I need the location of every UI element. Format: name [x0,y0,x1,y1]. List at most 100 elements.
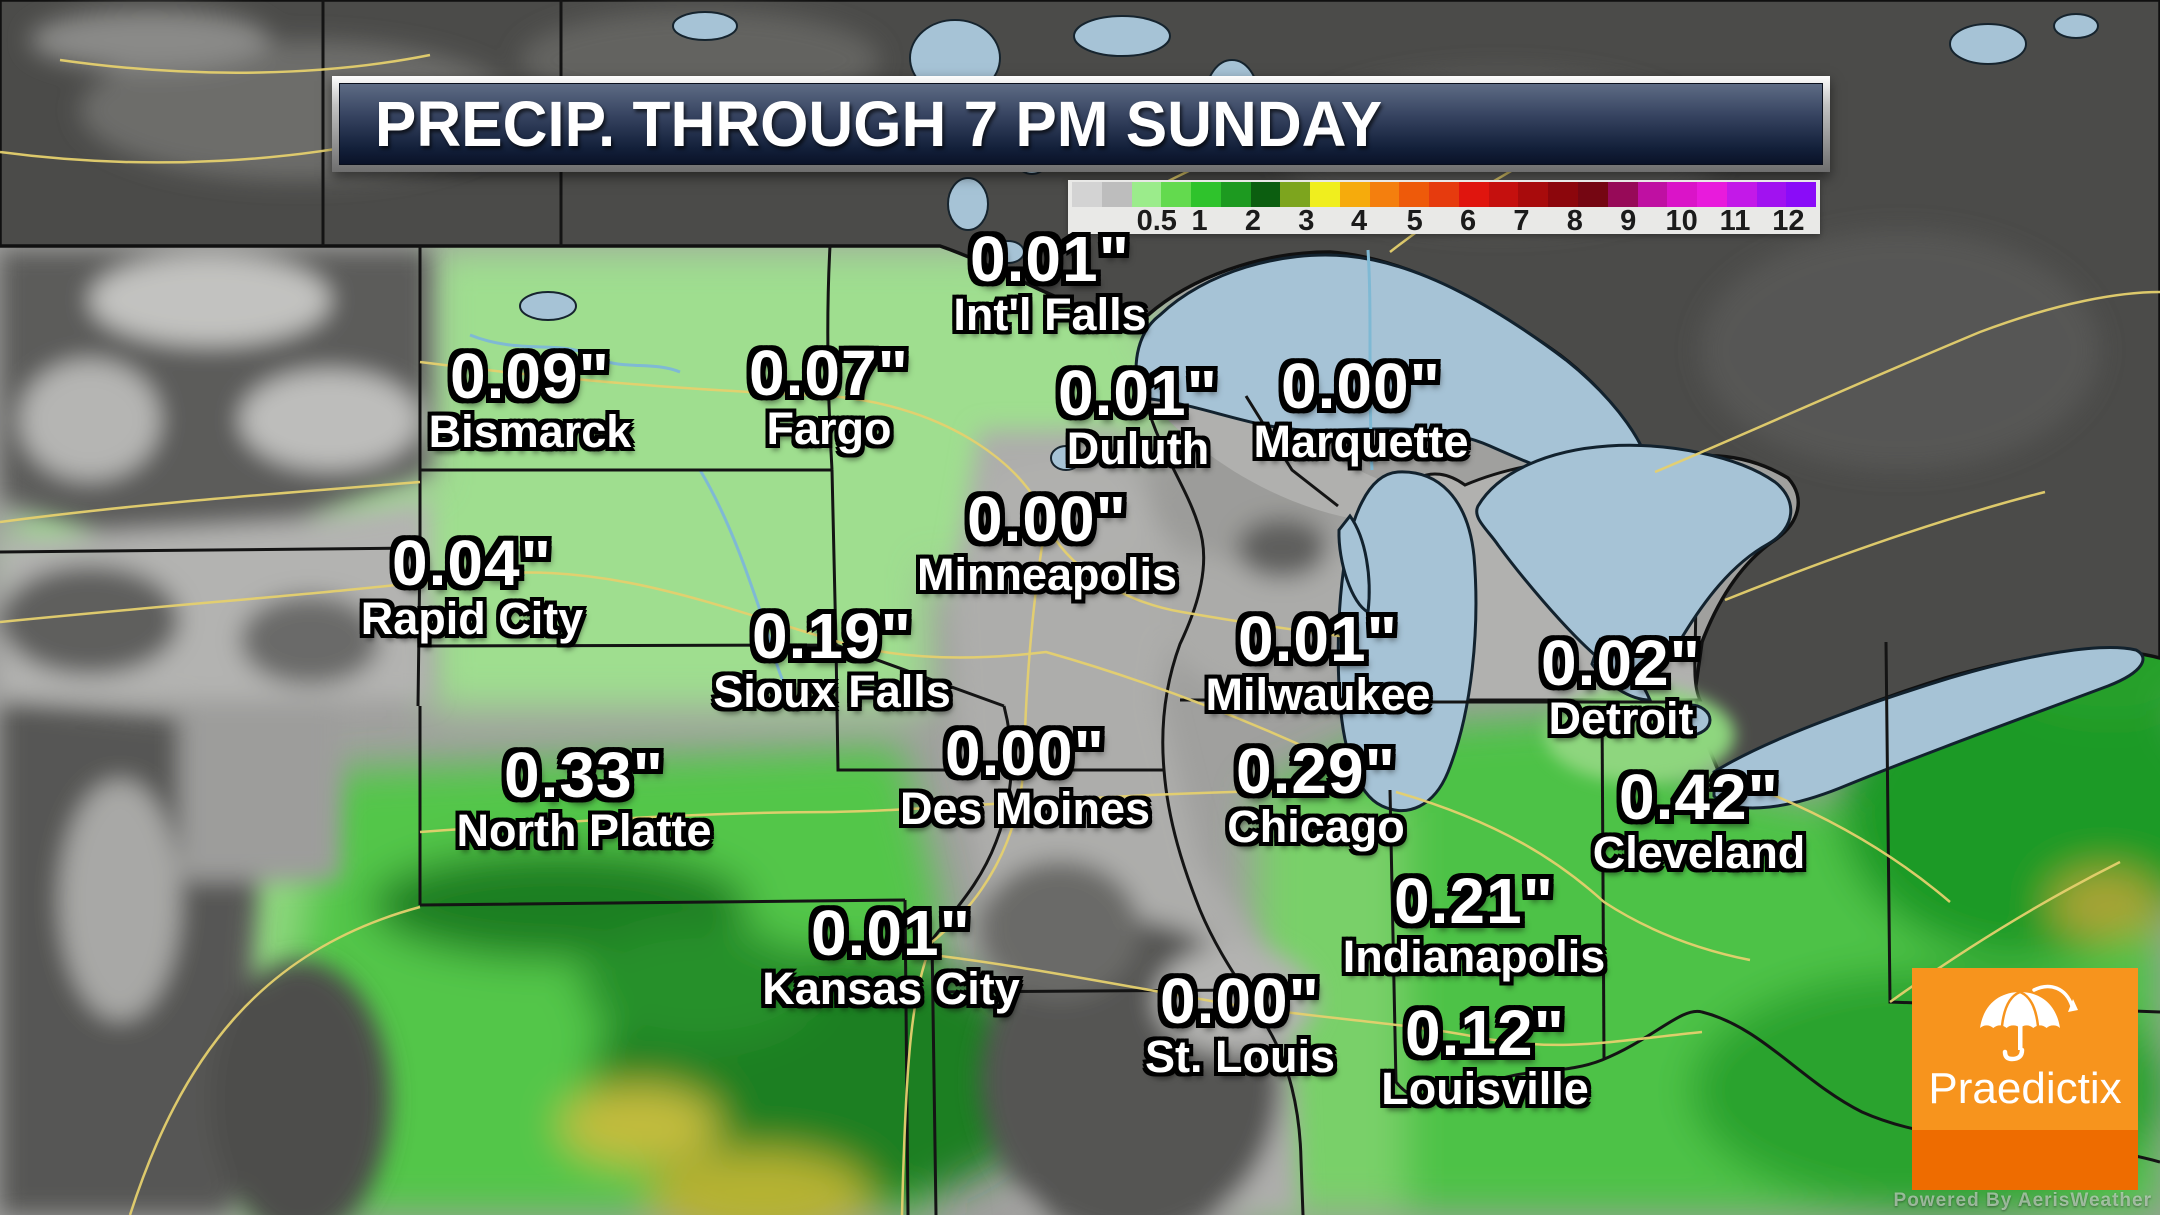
city-label-kansas-city: 0.01" Kansas City [762,897,1020,1014]
city-name: Kansas City [762,962,1020,1014]
legend-color-segment [1458,182,1489,207]
legend-color-segment [1310,182,1340,207]
legend-color-segment [1756,182,1787,207]
city-label-intl-falls: 0.01" Int'l Falls [953,223,1147,340]
city-label-minneapolis: 0.00" Minneapolis [916,483,1178,600]
city-label-detroit: 0.02" Detroit [1541,627,1701,744]
city-label-bismarck: 0.09" Bismarck [428,340,632,457]
legend-color-segment [1607,182,1638,207]
precip-value: 0.12" [1405,997,1565,1069]
precip-value: 0.00" [967,483,1127,555]
legend-color-segment [1637,182,1668,207]
precip-value: 0.01" [1238,603,1398,675]
legend-color-segment [1518,182,1549,207]
precip-value: 0.33" [504,739,664,811]
legend-tick-labels: 0.5 1 2 3 4 5 6 7 8 9 10 11 12 [1068,205,1820,237]
precip-value: 0.19" [752,600,912,672]
page-title: PRECIP. THROUGH 7 PM SUNDAY [374,88,1383,160]
watermark-text: Powered By AerisWeather [1893,1190,2152,1211]
legend-color-segment [1548,182,1579,207]
legend-color-segment [1250,182,1281,207]
legend-color-segment [1191,182,1221,207]
title-banner: PRECIP. THROUGH 7 PM SUNDAY [332,76,1830,172]
legend-color-segment [1339,182,1370,207]
city-label-sioux-falls: 0.19" Sioux Falls [713,600,951,716]
legend-color-segment [1220,182,1251,207]
legend-color-segment [1488,182,1519,207]
precip-value: 0.21" [1394,865,1554,937]
city-name: Indianapolis [1342,930,1606,982]
logo-brand-text: Praedictix [1928,1064,2122,1113]
legend-tick: 3 [1298,205,1315,237]
city-name: Bismarck [428,405,632,457]
city-name: Des Moines [899,782,1151,834]
city-name: Detroit [1548,692,1694,744]
legend-tick: 10 [1665,205,1698,237]
legend-color-segment [1072,182,1102,207]
terrain-shading [0,250,1380,1215]
city-name: Duluth [1066,422,1210,474]
legend-tick: 6 [1459,205,1477,237]
city-label-cleveland: 0.42" Cleveland [1592,761,1806,878]
legend-color-segment [1578,182,1608,207]
city-label-des-moines: 0.00" Des Moines [899,717,1151,834]
legend-tick: 5 [1406,205,1423,237]
legend-tick: 11 [1719,205,1751,237]
city-label-indianapolis: 0.21" Indianapolis [1342,865,1606,982]
legend-color-segment [1429,182,1459,207]
precip-value: 0.02" [1541,627,1701,699]
praedictix-logo: Praedictix [1912,968,2138,1190]
legend-color-segment [1369,182,1400,207]
legend-color-segment [1667,182,1698,207]
city-name: North Platte [456,804,712,856]
precip-value: 0.00" [1281,350,1441,422]
legend-tick: 1 [1191,205,1208,237]
title-banner-inner: PRECIP. THROUGH 7 PM SUNDAY [339,83,1823,165]
legend-color-segment [1399,182,1430,207]
precip-value: 0.00" [1160,965,1320,1037]
city-label-louisville: 0.12" Louisville [1381,997,1589,1114]
precip-value: 0.09" [450,340,610,412]
city-name: Int'l Falls [953,288,1147,340]
precip-value: 0.01" [970,223,1130,295]
legend-color-segment [1131,182,1162,207]
city-name: St. Louis [1145,1030,1335,1082]
legend-tick: 7 [1513,205,1530,237]
legend-tick: 9 [1620,205,1637,237]
great-lakes [1134,253,2145,812]
city-label-milwaukee: 0.01" Milwaukee [1205,603,1430,719]
precip-value: 0.04" [392,527,552,599]
legend-color-segment [1786,182,1817,207]
legend-tick: 12 [1772,205,1805,237]
city-label-marquette: 0.00" Marquette [1253,350,1469,467]
precip-value: 0.01" [811,897,971,969]
city-label-chicago: 0.29" Chicago [1227,735,1405,852]
city-name: Marquette [1253,415,1469,467]
legend-color-segment [1697,182,1727,207]
legend-tick: 8 [1566,205,1583,237]
precip-value: 0.00" [945,717,1105,789]
city-name: Chicago [1227,800,1405,852]
precip-value: 0.29" [1236,735,1396,807]
legend-tick: 0.5 [1136,205,1177,237]
city-name: Louisville [1381,1062,1589,1114]
legend-color-segment [1280,182,1311,207]
city-name: Cleveland [1592,826,1806,878]
city-label-fargo: 0.07" Fargo [749,341,909,453]
umbrella-icon [1980,984,2078,1062]
logo-accent-strip [1912,1130,2138,1190]
city-label-duluth: 0.01" Duluth [1058,357,1218,474]
legend-color-segment [1101,182,1132,207]
legend-tick: 2 [1244,205,1262,237]
city-name: Minneapolis [916,548,1178,600]
precip-value: 0.42" [1619,761,1779,833]
legend-tick: 4 [1350,205,1368,237]
upper-peninsula-land [1140,330,1620,525]
legend-color-segment [1726,182,1757,207]
city-name: Rapid City [360,592,584,644]
precip-legend: 0.5 1 2 3 4 5 6 7 8 9 10 11 12 [1068,180,1820,237]
rivers [469,249,1374,708]
city-label-st-louis: 0.00" St. Louis [1145,965,1335,1082]
precip-value: 0.01" [1058,357,1218,429]
